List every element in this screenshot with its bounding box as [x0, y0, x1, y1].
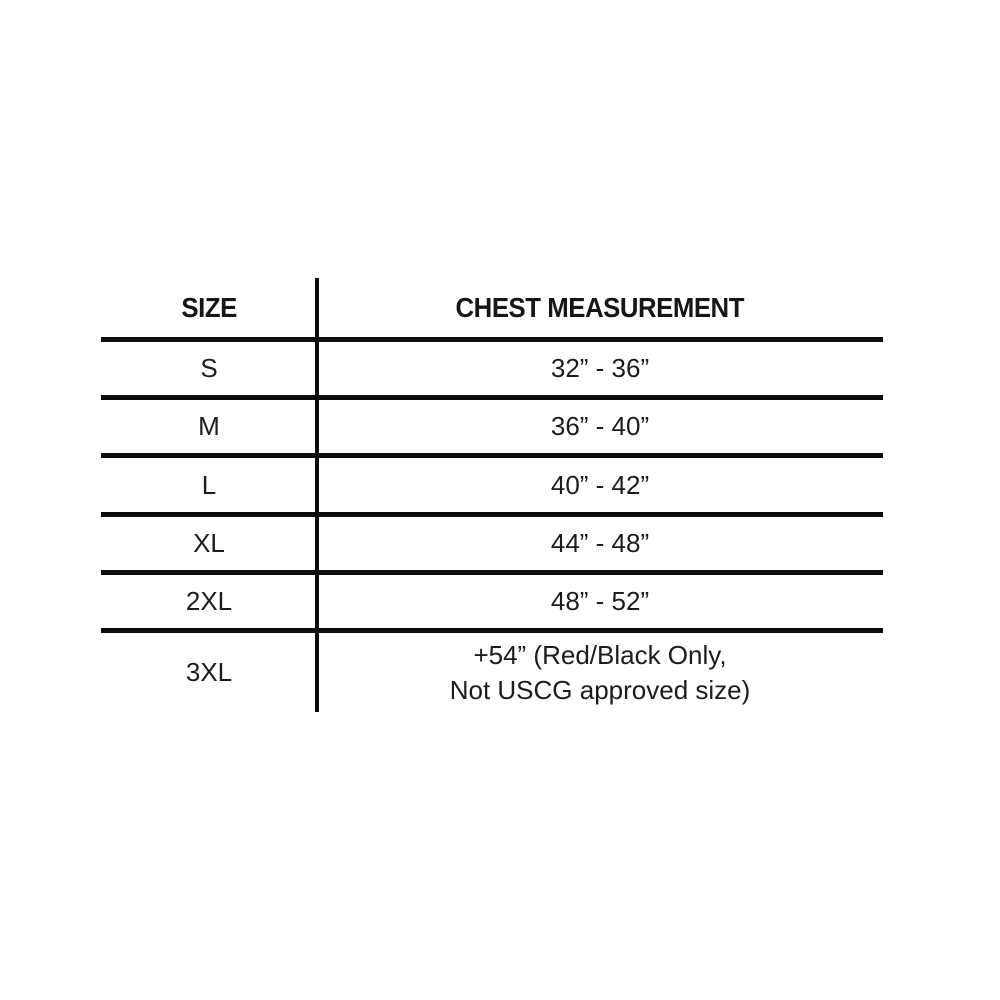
table-header-row: SIZE CHEST MEASUREMENT [101, 278, 883, 342]
chest-cell: 44” - 48” [550, 528, 650, 558]
chest-cell: 40” - 42” [550, 469, 650, 500]
table-row-xl: XL 44” - 48” [101, 517, 883, 575]
size-column-header: SIZE [101, 278, 317, 337]
size-cell: XL [193, 528, 225, 558]
table-row-l: L 40” - 42” [101, 458, 883, 517]
size-chart-table: SIZE CHEST MEASUREMENT S 32” - 36” M 36”… [101, 278, 883, 712]
table-row-3xl: 3XL +54” (Red/Black Only, Not USCG appro… [101, 633, 883, 712]
chest-cell: +54” (Red/Black Only, Not USCG approved … [317, 633, 883, 712]
size-column-header-label: SIZE [181, 291, 237, 323]
chest-cell: 32” - 36” [550, 353, 650, 383]
chest-cell: 36” - 40” [550, 411, 650, 441]
table-row-m: M 36” - 40” [101, 400, 883, 458]
chest-cell-multiline-text: +54” (Red/Black Only, Not USCG approved … [449, 639, 751, 705]
chest-cell: 48” - 52” [550, 586, 650, 616]
table-row-s: S 32” - 36” [101, 342, 883, 400]
size-cell: M [198, 411, 220, 441]
size-cell: 2XL [185, 586, 233, 616]
size-cell: 3XL [185, 657, 233, 687]
chest-column-header: CHEST MEASUREMENT [317, 278, 883, 337]
table-row-2xl: 2XL 48” - 52” [101, 575, 883, 633]
column-divider-rule [315, 278, 319, 712]
size-cell: L [201, 469, 217, 500]
chest-column-header-label: CHEST MEASUREMENT [455, 291, 745, 323]
size-cell: S [200, 353, 218, 383]
